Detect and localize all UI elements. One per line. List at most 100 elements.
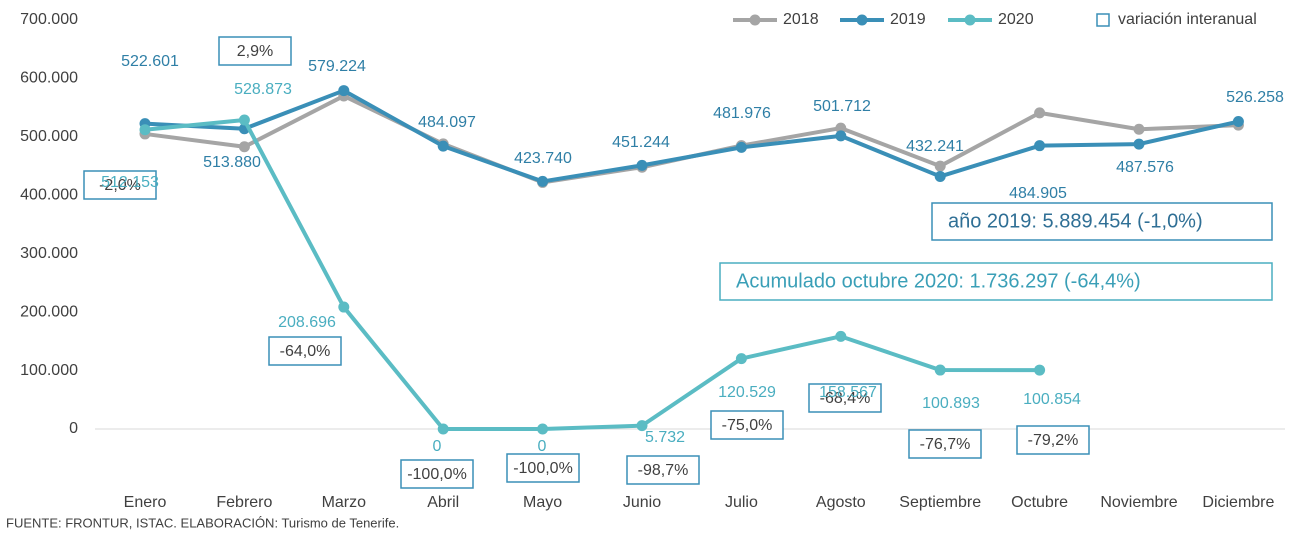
- variation-label: -98,7%: [638, 462, 689, 479]
- series-marker: [537, 423, 549, 435]
- data-label: 522.601: [121, 53, 179, 70]
- series-marker: [735, 353, 747, 365]
- x-tick-label: Septiembre: [899, 494, 981, 511]
- variation-box: [808, 383, 882, 413]
- series-marker: [338, 85, 350, 97]
- series-marker: [934, 160, 946, 172]
- series-marker: [437, 140, 449, 152]
- variation-box: [1016, 425, 1090, 455]
- series-marker: [1133, 123, 1145, 135]
- variation-box: [268, 336, 342, 366]
- annotation-box: [931, 202, 1273, 241]
- data-label: 120.529: [718, 384, 776, 401]
- data-label: 513.880: [203, 154, 261, 171]
- series-marker: [238, 141, 250, 153]
- variation-label: -76,7%: [920, 436, 971, 453]
- data-label: 432.241: [906, 138, 964, 155]
- x-tick-label: Enero: [124, 494, 167, 511]
- x-tick-label: Julio: [725, 494, 758, 511]
- series-marker: [139, 124, 151, 136]
- series-marker: [1232, 116, 1244, 128]
- series-marker: [835, 130, 847, 142]
- legend-label: 2019: [890, 11, 926, 28]
- series-marker: [1034, 364, 1046, 376]
- x-tick-label: Agosto: [816, 494, 866, 511]
- variation-label: -68,4%: [820, 390, 871, 407]
- y-tick-label: 100.000: [20, 362, 78, 379]
- series-marker: [835, 330, 847, 342]
- y-tick-label: 500.000: [20, 128, 78, 145]
- variation-box: [908, 429, 982, 459]
- y-tick-label: 0: [69, 420, 78, 437]
- series-marker: [1034, 140, 1046, 152]
- series-marker: [835, 122, 847, 134]
- legend-marker: [964, 14, 976, 26]
- data-label: 451.244: [612, 134, 670, 151]
- y-tick-label: 200.000: [20, 303, 78, 320]
- y-tick-label: 700.000: [20, 11, 78, 28]
- data-label: 481.976: [713, 105, 771, 122]
- series-marker: [636, 420, 648, 432]
- legend-marker: [856, 14, 868, 26]
- series-marker: [934, 364, 946, 376]
- variation-label: -79,2%: [1028, 432, 1079, 449]
- variation-box: [400, 459, 474, 489]
- data-label: 579.224: [308, 58, 366, 75]
- series-marker: [735, 141, 747, 153]
- annotation: Acumulado octubre 2020: 1.736.297 (-64,4…: [736, 270, 1141, 292]
- series-marker: [437, 423, 449, 435]
- data-label: 100.854: [1023, 391, 1081, 408]
- series-marker: [238, 114, 250, 126]
- data-label: 501.712: [813, 98, 871, 115]
- data-label: 208.696: [278, 314, 336, 331]
- y-tick-label: 400.000: [20, 187, 78, 204]
- variation-label: -100,0%: [407, 466, 467, 483]
- x-tick-label: Marzo: [322, 494, 367, 511]
- y-tick-label: 300.000: [20, 245, 78, 262]
- series-marker: [338, 301, 350, 313]
- source: FUENTE: FRONTUR, ISTAC. ELABORACIÓN: Tur…: [6, 515, 399, 530]
- series-marker: [537, 175, 549, 187]
- x-tick-label: Abril: [427, 494, 459, 511]
- x-tick-label: Noviembre: [1100, 494, 1177, 511]
- legend-marker: [749, 14, 761, 26]
- x-tick-label: Diciembre: [1202, 494, 1274, 511]
- data-label: 0: [538, 438, 547, 455]
- x-tick-label: Febrero: [216, 494, 272, 511]
- variation-label: -100,0%: [513, 460, 573, 477]
- annotation: año 2019: 5.889.454 (-1,0%): [948, 210, 1203, 232]
- data-label: 526.258: [1226, 89, 1284, 106]
- variation-box: [218, 36, 292, 66]
- legend-box: [1096, 13, 1110, 27]
- series-line: [144, 93, 1239, 185]
- data-label: 5.732: [645, 429, 685, 446]
- variation-box: [506, 453, 580, 483]
- data-label: 158.567: [819, 384, 877, 401]
- variation-box: [626, 455, 700, 485]
- data-label: 484.905: [1009, 185, 1067, 202]
- series-marker: [636, 159, 648, 171]
- data-label: 487.576: [1116, 159, 1174, 176]
- legend-label: variación interanual: [1118, 11, 1257, 28]
- data-label: 528.873: [234, 81, 292, 98]
- variation-box: [83, 170, 157, 200]
- data-label: 512.153: [101, 174, 159, 191]
- data-label: 0: [433, 438, 442, 455]
- series-line: [144, 117, 1040, 431]
- variation-label: 2,9%: [237, 43, 273, 60]
- legend-label: 2020: [998, 11, 1034, 28]
- variation-box: [710, 410, 784, 440]
- data-label: 423.740: [514, 150, 572, 167]
- y-tick-label: 600.000: [20, 70, 78, 87]
- series-marker: [1034, 107, 1046, 119]
- x-tick-label: Mayo: [523, 494, 562, 511]
- variation-label: -75,0%: [722, 417, 773, 434]
- variation-label: -2,0%: [99, 177, 141, 194]
- data-label: 100.893: [922, 395, 980, 412]
- legend-label: 2018: [783, 11, 819, 28]
- series-marker: [1133, 138, 1145, 150]
- series-line: [144, 88, 1239, 184]
- data-label: 484.097: [418, 114, 476, 131]
- x-tick-label: Junio: [623, 494, 661, 511]
